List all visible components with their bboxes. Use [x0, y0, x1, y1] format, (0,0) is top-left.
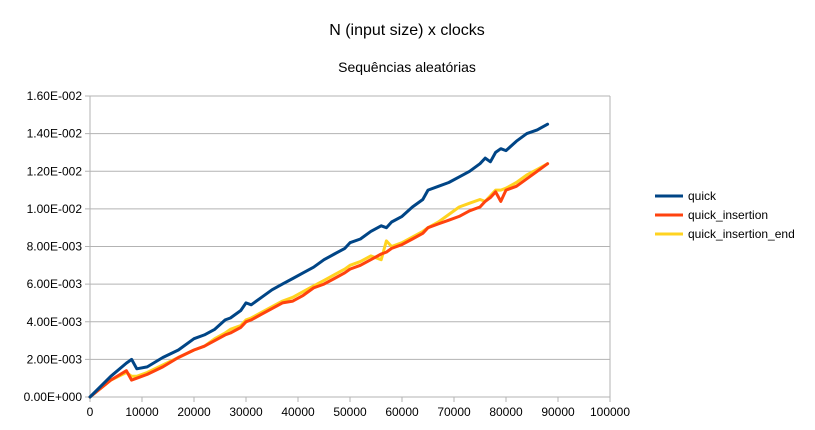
chart-title: N (input size) x clocks: [329, 22, 485, 39]
x-tick-label: 80000: [489, 405, 523, 419]
x-tick-label: 10000: [125, 405, 159, 419]
x-tick-label: 50000: [333, 405, 367, 419]
series-line-quick-insertion-end: [88, 162, 550, 399]
x-tick-label: 30000: [229, 405, 263, 419]
legend-label-quick-insertion-end: quick_insertion_end: [688, 227, 795, 241]
y-tick-label: 1.60E-002: [27, 89, 83, 103]
x-tick-label: 90000: [541, 405, 575, 419]
x-tick-label: 70000: [437, 405, 471, 419]
legend: quick quick_insertion quick_insertion_end: [655, 189, 795, 241]
x-tick-label: 0: [87, 405, 94, 419]
x-tick-label: 60000: [385, 405, 419, 419]
y-tick-label: 4.00E-003: [27, 315, 83, 329]
legend-label-quick-insertion: quick_insertion: [688, 208, 768, 222]
x-tick-label: 20000: [177, 405, 211, 419]
y-tick-label: 8.00E-003: [27, 240, 83, 254]
x-axis-tick-labels: 0 10000 20000 30000 40000 50000 60000 70000 8000…: [87, 405, 631, 419]
y-tick-label: 1.40E-002: [27, 127, 83, 141]
series-line-quick: [88, 122, 550, 399]
y-tick-label: 1.20E-002: [27, 164, 83, 178]
legend-label-quick: quick: [688, 189, 717, 203]
y-tick-label: 6.00E-003: [27, 277, 83, 291]
x-tick-label: 100000: [590, 405, 630, 419]
x-tick-label: 40000: [281, 405, 315, 419]
y-tick-label: 0.00E+000: [24, 390, 83, 404]
y-tick-label: 2.00E-003: [27, 352, 83, 366]
chart-subtitle: Sequências aleatórias: [338, 59, 476, 75]
y-tick-label: 1.00E-002: [27, 202, 83, 216]
series-lines: [88, 122, 550, 399]
series-line-quick-insertion: [88, 162, 550, 399]
y-axis-tick-labels: 0.00E+000 2.00E-003 4.00E-003 6.00E-003 8.00…: [24, 89, 83, 404]
